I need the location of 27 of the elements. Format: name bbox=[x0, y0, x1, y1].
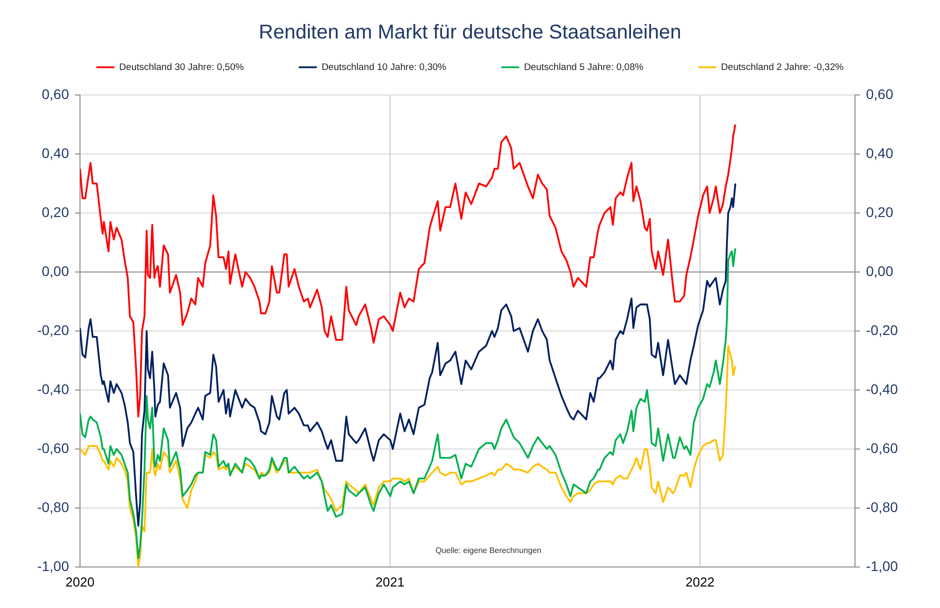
y2-tick-label: 0,40 bbox=[866, 144, 894, 161]
legend-label: Deutschland 5 Jahre: 0,08% bbox=[524, 62, 644, 73]
y-tick-label: -0,60 bbox=[37, 440, 70, 456]
x-tick-label: 2022 bbox=[686, 574, 714, 590]
y-tick-label: -1,00 bbox=[37, 558, 70, 574]
y-tick-label: 0,20 bbox=[42, 204, 70, 220]
legend-label: Deutschland 30 Jahre: 0,50% bbox=[119, 62, 244, 73]
y2-tick-label: 0,00 bbox=[866, 262, 894, 279]
chart-title: Renditen am Markt für deutsche Staatsanleihen bbox=[258, 22, 682, 44]
y2-tick-label: 0,20 bbox=[866, 204, 894, 220]
y-tick-label: 0,00 bbox=[42, 262, 70, 279]
y2-tick-label: -0,20 bbox=[866, 322, 898, 338]
legend-label: Deutschland 2 Jahre: -0,32% bbox=[721, 62, 844, 73]
y2-tick-label: 0,60 bbox=[866, 86, 894, 102]
x-tick-label: 2021 bbox=[376, 574, 404, 590]
y-tick-label: 0,40 bbox=[42, 144, 70, 161]
x-tick-label: 2020 bbox=[66, 574, 94, 590]
y-tick-label: -0,40 bbox=[37, 380, 70, 397]
y-tick-label: -0,20 bbox=[37, 322, 70, 338]
annotation: Quelle: eigene Berechnungen bbox=[435, 546, 542, 556]
y2-tick-label: -0,40 bbox=[866, 380, 898, 397]
legend-label: Deutschland 10 Jahre: 0,30% bbox=[322, 62, 447, 73]
y-tick-label: -0,80 bbox=[37, 498, 70, 515]
y-tick-label: 0,60 bbox=[42, 86, 70, 102]
y2-tick-label: -0,80 bbox=[866, 498, 898, 515]
y2-tick-label: -1,00 bbox=[866, 558, 898, 574]
y2-tick-label: -0,60 bbox=[866, 440, 898, 456]
